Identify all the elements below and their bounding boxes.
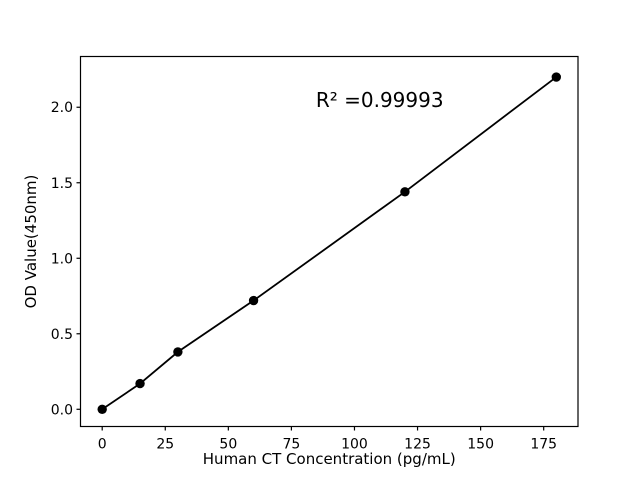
y-axis-label: OD Value(450nm)	[22, 175, 40, 309]
x-tick-label: 125	[404, 437, 431, 453]
y-tick-label: 1.5	[51, 176, 73, 192]
data-point	[551, 72, 562, 82]
data-point	[97, 404, 107, 414]
y-tick-label: 1.0	[51, 251, 73, 267]
y-tick-label: 0.0	[51, 402, 73, 418]
x-tick-label: 175	[530, 437, 557, 453]
data-point	[248, 295, 259, 306]
data-point	[173, 347, 183, 357]
x-tick-label: 25	[156, 437, 174, 453]
y-tick-label: 2.0	[51, 100, 73, 116]
r-squared-annotation: R² =0.99993	[316, 88, 444, 112]
x-tick-label: 100	[341, 437, 368, 453]
x-tick-label: 50	[219, 437, 237, 453]
fit-line	[101, 76, 558, 411]
y-tick-label: 0.5	[51, 327, 73, 343]
data-point	[400, 187, 410, 197]
x-tick-label: 150	[467, 437, 494, 453]
x-axis-label: Human CT Concentration (pg/mL)	[203, 450, 456, 468]
x-tick-label: 0	[98, 437, 107, 453]
data-point	[135, 378, 145, 389]
x-tick-label: 75	[282, 437, 300, 453]
